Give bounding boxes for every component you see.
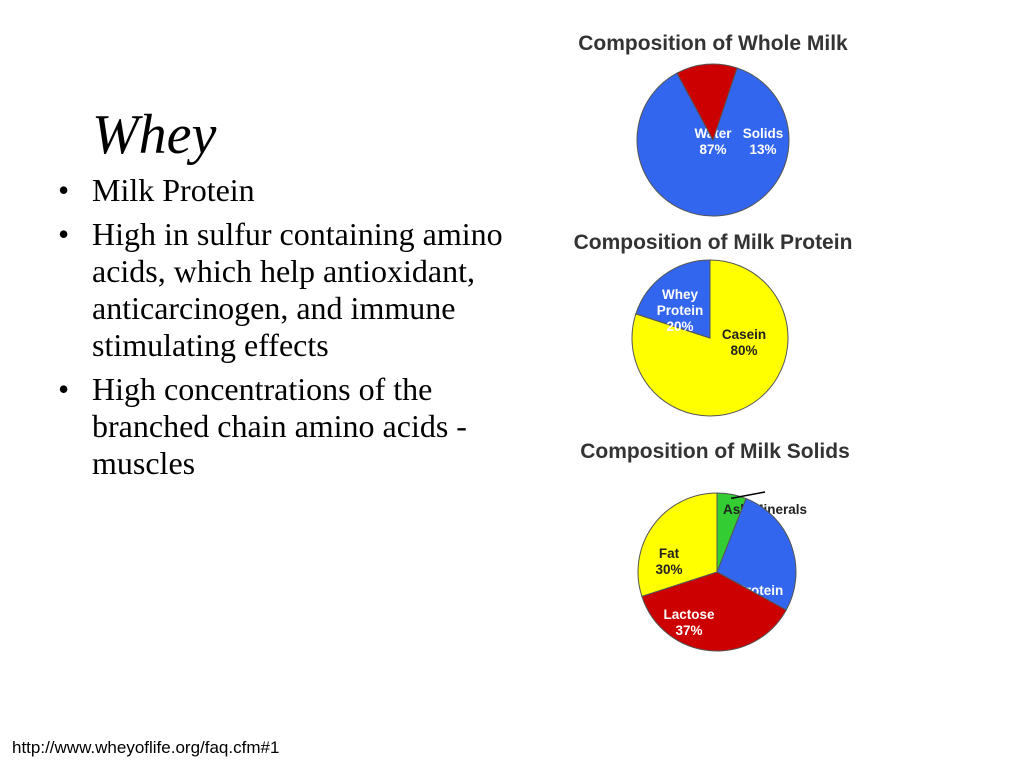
source-link[interactable]: http://www.wheyoflife.org/faq.cfm#1 (12, 738, 280, 757)
pie-charts: Composition of Whole Milk Water87%Solids… (574, 32, 853, 652)
pie-slice-whey-protein (635, 259, 711, 339)
slice-name: Fat (659, 546, 680, 561)
bullet-item: High in sulfur containing amino acids, w… (58, 216, 548, 364)
leader-line (730, 491, 766, 500)
chart-title: Composition of Milk Solids (580, 440, 850, 463)
slice-name: Protein (657, 303, 704, 318)
pie-slice-protein (716, 497, 797, 611)
slice-name: Casein (722, 327, 766, 342)
chart-title: Composition of Milk Protein (574, 231, 853, 254)
pie-slice-solids (676, 63, 738, 142)
slice-value: 13% (749, 142, 776, 157)
slice-value: 37% (675, 623, 702, 638)
slice-value: 80% (730, 343, 757, 358)
pie-slice-fat (637, 492, 718, 598)
bullet-item: High concentrations of the branched chai… (58, 371, 548, 482)
slice-value: 87% (699, 142, 726, 157)
slice-value: 30% (655, 562, 682, 577)
slice-name: Whey (662, 287, 698, 302)
chart-title: Composition of Whole Milk (578, 32, 848, 55)
bullet-list: Milk Protein High in sulfur containing a… (58, 172, 548, 489)
slide-title: Whey (92, 104, 217, 166)
slice-value: 20% (666, 319, 693, 334)
slice-name: Lactose (663, 607, 715, 622)
bullet-item: Milk Protein (58, 172, 548, 209)
pie-slice-water (636, 67, 790, 217)
slice-name: Solids (743, 126, 784, 141)
pie-slice-lactose (641, 571, 787, 652)
